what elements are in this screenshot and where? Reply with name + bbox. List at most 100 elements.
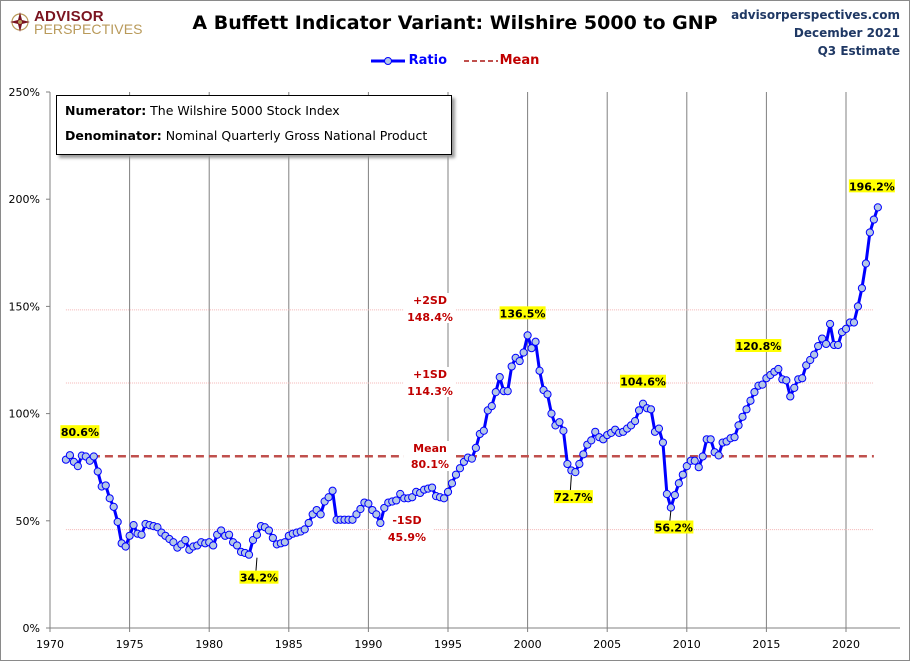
callout-80-6pct-bg xyxy=(60,425,100,439)
legend-item-ratio: Ratio xyxy=(370,53,447,68)
numerator-value: The Wilshire 5000 Stock Index xyxy=(146,103,340,118)
ratio-point xyxy=(264,526,273,535)
plus1sd-label: +1SD xyxy=(413,368,447,381)
ratio-point xyxy=(471,443,480,453)
mean-label-bg xyxy=(404,441,456,471)
plus2sd-value-label: 148.4% xyxy=(407,311,453,324)
callout-56-2pct: 56.2% xyxy=(655,522,693,535)
x-tick-label-2010: 2010 xyxy=(673,638,701,651)
ratio-point xyxy=(324,493,333,502)
chart-title: A Buffett Indicator Variant: Wilshire 50… xyxy=(192,12,718,34)
mean-dash-icon xyxy=(463,59,498,62)
ratio-point xyxy=(455,464,465,473)
ratio-point xyxy=(690,456,699,465)
ratio-point xyxy=(742,405,751,414)
ratio-point xyxy=(734,421,743,430)
ratio-point xyxy=(670,490,679,500)
callout-104-6pct: 104.6% xyxy=(620,376,666,389)
ratio-point xyxy=(822,339,831,349)
axes: 1970 1975 1980 1985 1990 1995 2000 2005 2010 2015… xyxy=(9,86,900,651)
y-tick-label-250: 250% xyxy=(9,86,40,99)
ratio-point xyxy=(523,331,532,340)
ratio-point xyxy=(316,510,325,519)
ratio-point xyxy=(348,515,357,524)
ratio-point xyxy=(646,405,656,414)
ratio-point xyxy=(364,499,373,508)
ratio-point xyxy=(666,503,675,512)
ratio-point xyxy=(782,376,791,385)
ratio-point xyxy=(280,538,289,547)
y-tick-label-100: 100% xyxy=(9,408,40,421)
ratio-series xyxy=(61,203,882,559)
callout-56-2pct-bg xyxy=(654,520,694,534)
ratio-point xyxy=(571,468,580,477)
ratio-point xyxy=(678,470,687,479)
annotations: 80.6% 34.2% 136.5% 72.7% 104.6% 56.2% 120.8% 19… xyxy=(60,179,895,585)
denominator-row: Denominator: Nominal Quarterly Gross Nat… xyxy=(65,128,427,143)
x-tick-label-2005: 2005 xyxy=(593,638,621,651)
ratio-point xyxy=(121,542,130,551)
y-tick-label-150: 150% xyxy=(9,300,40,313)
x-tick-label-2015: 2015 xyxy=(752,638,780,651)
ratio-point xyxy=(833,340,843,350)
ratio-point xyxy=(352,510,361,519)
callout-72-7pct-bg xyxy=(553,490,593,504)
ratio-point xyxy=(153,523,162,532)
plus1sd-label-bg xyxy=(404,367,456,397)
callout-104-6pct-bg xyxy=(619,374,666,388)
source-info: advisorperspectives.com December 2021 Q3… xyxy=(731,6,900,60)
callout-80-6pct: 80.6% xyxy=(61,426,99,439)
ratio-point xyxy=(682,462,691,471)
ratio-point xyxy=(865,228,874,237)
ratio-point xyxy=(137,530,146,539)
callout-34-2pct-leader xyxy=(255,557,258,571)
ratio-point xyxy=(479,426,488,435)
ratio-point xyxy=(841,324,851,334)
ratio-point xyxy=(129,520,138,530)
callout-120-8pct-bg xyxy=(735,339,782,353)
plus2sd-label: +2SD xyxy=(413,294,447,307)
ratio-point xyxy=(408,493,417,502)
ratio-point xyxy=(439,494,449,503)
x-tick-label-2000: 2000 xyxy=(514,638,542,651)
ratio-point xyxy=(372,510,381,519)
ratio-point xyxy=(563,459,572,469)
x-tick-label-2020: 2020 xyxy=(832,638,860,651)
ratio-point xyxy=(547,409,556,418)
x-tick-label-1980: 1980 xyxy=(195,638,223,651)
ratio-point xyxy=(356,504,365,514)
numerator-row: Numerator: The Wilshire 5000 Stock Index xyxy=(65,103,340,118)
ratio-point xyxy=(515,356,524,366)
minus1sd-label-bg xyxy=(381,513,433,543)
callout-72-7pct-leader xyxy=(569,475,572,491)
ratio-point xyxy=(774,364,783,374)
ratio-point xyxy=(232,541,242,550)
ratio-point xyxy=(65,451,75,460)
ratio-point xyxy=(714,451,723,460)
ratio-point xyxy=(328,486,337,495)
x-tick-label-1995: 1995 xyxy=(434,638,462,651)
callout-72-7pct: 72.7% xyxy=(554,491,592,504)
ratio-point xyxy=(451,470,461,479)
reference-lines: +2SD 148.4% +1SD 114.3% Mean 80.1% -1SD 45.9% xyxy=(65,293,874,544)
ratio-point xyxy=(543,390,552,399)
ratio-point xyxy=(698,452,707,461)
ratio-point xyxy=(559,426,568,435)
x-tick-label-1970: 1970 xyxy=(36,638,64,651)
ratio-point xyxy=(694,463,703,472)
ratio-point xyxy=(252,530,262,539)
numerator-label: Numerator: xyxy=(65,103,147,118)
ratio-point xyxy=(786,392,795,401)
callout-34-2pct: 34.2% xyxy=(240,572,278,585)
ratio-point xyxy=(519,348,528,357)
ratio-point xyxy=(738,412,747,421)
ratio-point xyxy=(591,427,600,436)
ratio-point xyxy=(248,535,258,545)
ratio-point xyxy=(535,366,544,375)
ratio-point xyxy=(758,380,767,389)
denominator-label: Denominator: xyxy=(65,128,162,143)
source-website: advisorperspectives.com xyxy=(731,8,900,22)
ratio-point xyxy=(798,374,807,383)
ratio-point xyxy=(806,355,815,365)
